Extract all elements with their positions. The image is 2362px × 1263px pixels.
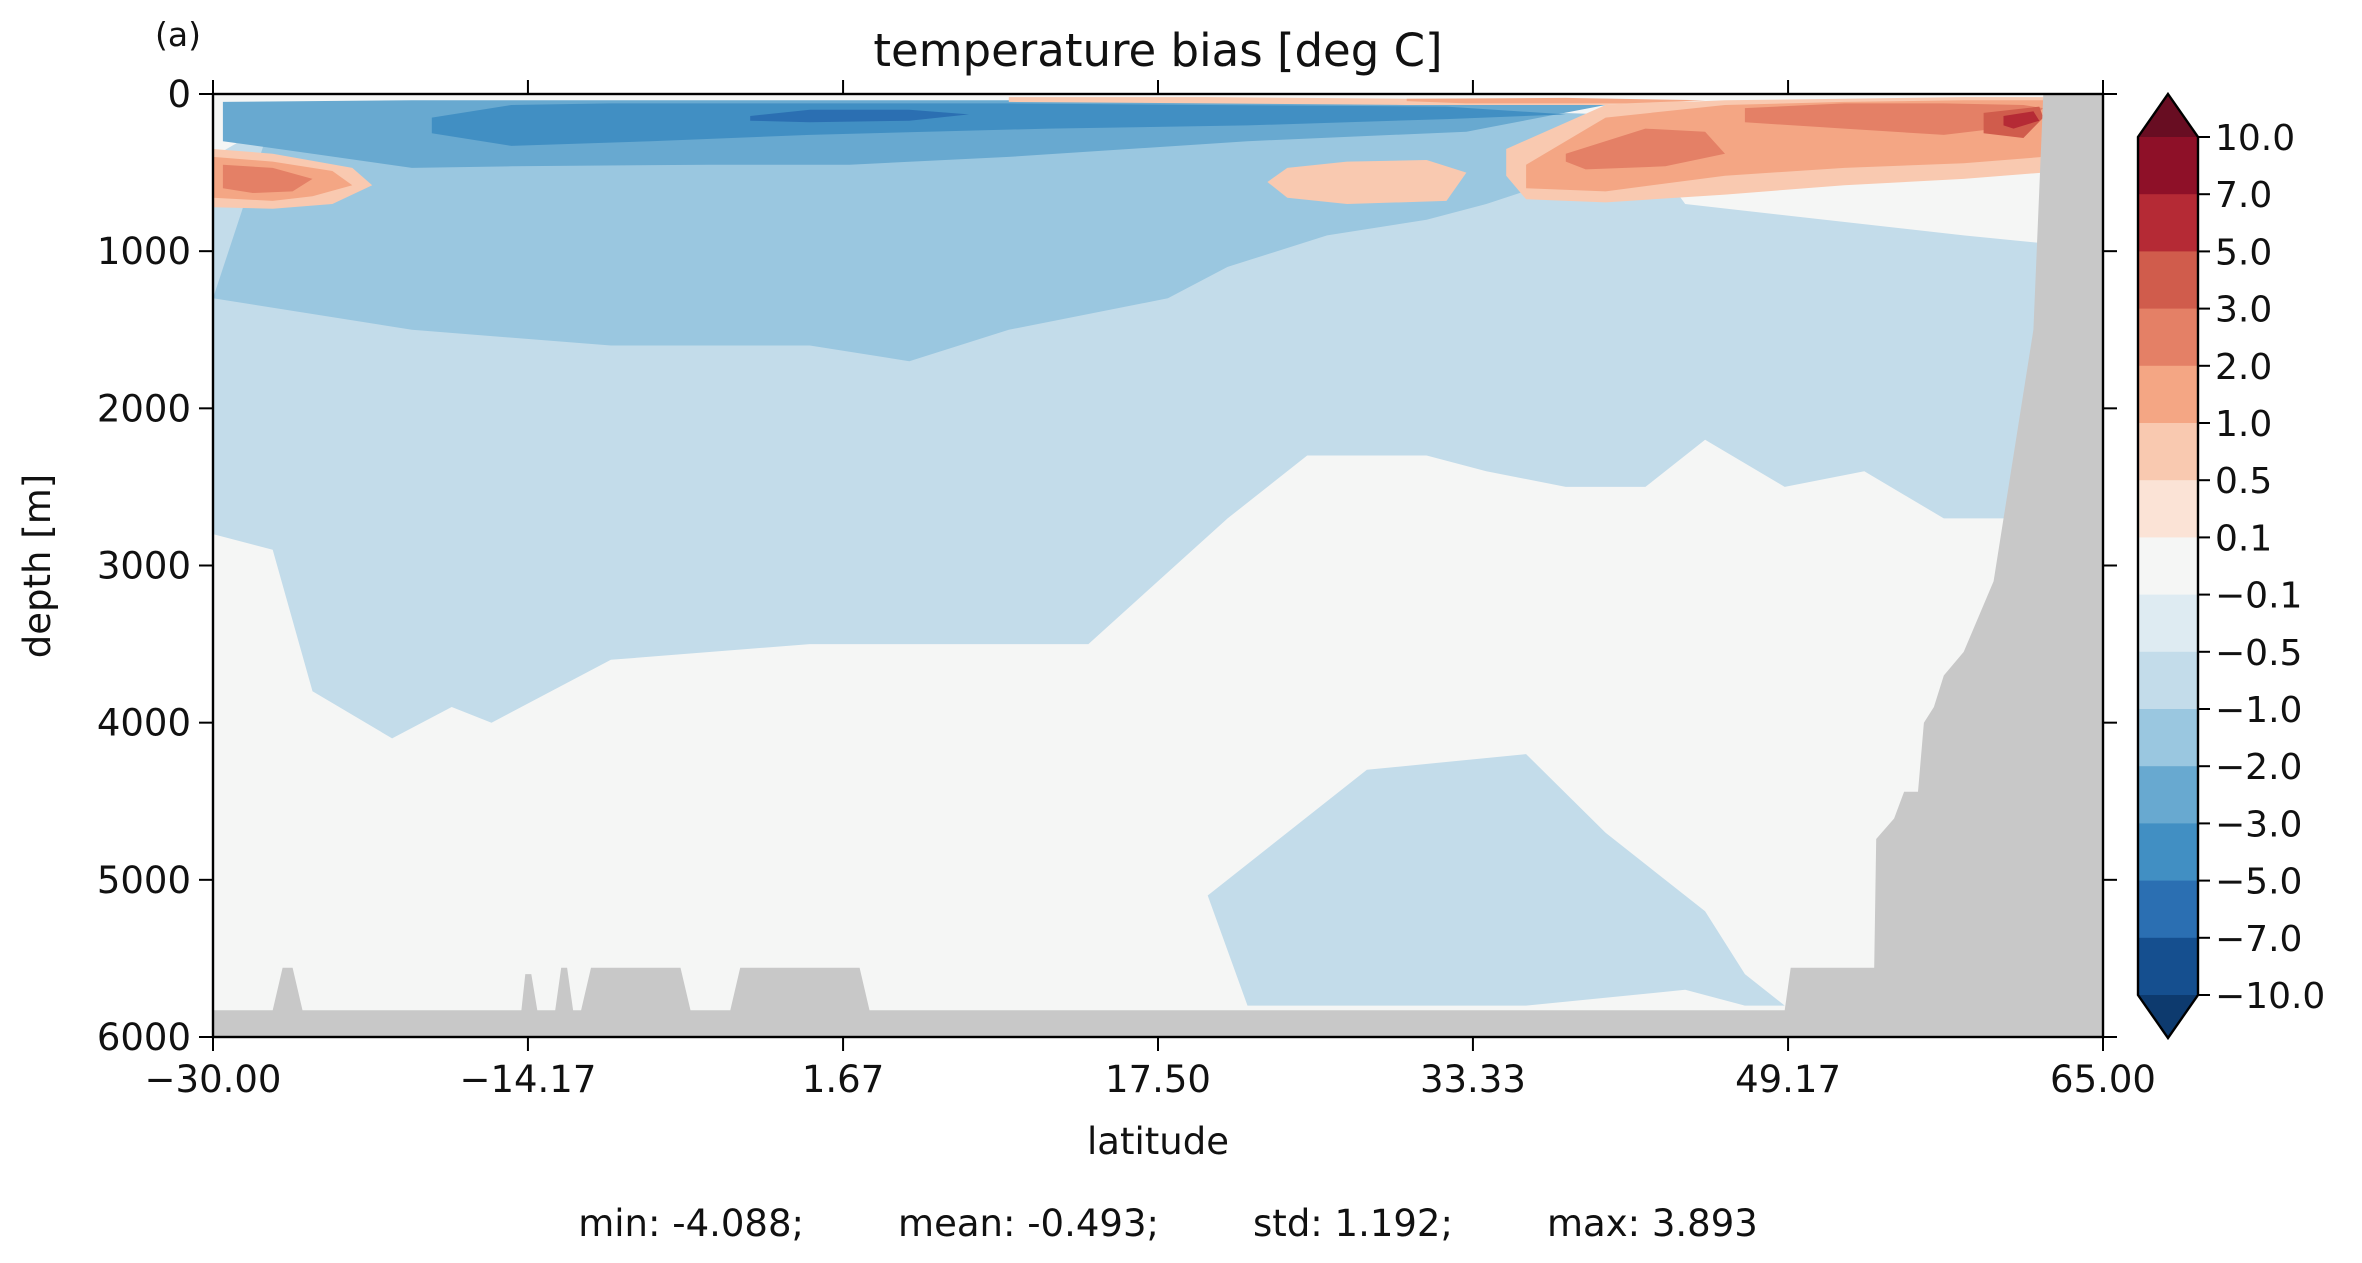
- y-axis-ticks: 0 1000 2000 3000 4000 5000 6000: [97, 73, 2117, 1059]
- colorbar-segment: [2138, 880, 2198, 939]
- colorbar-tick-label: 5.0: [2215, 232, 2272, 273]
- colorbar-tick-label: 3.0: [2215, 290, 2272, 331]
- contour-region-2: [213, 109, 1606, 362]
- colorbar-segment: [2138, 194, 2198, 252]
- colorbar-segment: [2138, 823, 2198, 882]
- colorbar-tick-label: −3.0: [2215, 804, 2302, 845]
- y-tick-label: 0: [167, 73, 191, 116]
- colorbar-tick-label: −7.0: [2215, 919, 2302, 960]
- contour-region-17: [1406, 97, 1706, 104]
- x-tick-label: 1.67: [802, 1058, 884, 1101]
- colorbar-segment: [2138, 937, 2198, 996]
- colorbar: 10.0 7.0 5.0 3.0 2.0 1.0 0.5 0.1 −0.1 −0.5 −1.0 −2.…: [2136, 91, 2325, 1041]
- land-mask: [213, 94, 2103, 1037]
- y-tick-label: 4000: [97, 702, 191, 745]
- y-tick-label: 5000: [97, 859, 191, 902]
- contour-region-12: [1565, 128, 1725, 170]
- x-tick-label: 49.17: [1735, 1058, 1841, 1101]
- contour-region-4: [431, 103, 1566, 146]
- colorbar-segment: [2138, 365, 2198, 424]
- x-axis-label: latitude: [1087, 1120, 1229, 1163]
- colorbar-segment: [2138, 594, 2198, 653]
- x-tick-label: 17.50: [1105, 1058, 1211, 1101]
- colorbar-segment: [2138, 651, 2198, 710]
- plot-area: [213, 94, 2103, 1037]
- colorbar-tick-label: −0.1: [2215, 576, 2302, 617]
- colorbar-tick-label: 2.0: [2215, 347, 2272, 388]
- colorbar-tick-label: 1.0: [2215, 404, 2272, 445]
- colorbar-tick-label: −5.0: [2215, 862, 2302, 903]
- contour-region-9: [1267, 160, 1467, 204]
- x-axis-ticks: −30.00 −14.17 1.67 17.50 33.33 49.17 65.00: [145, 80, 2156, 1101]
- x-tick-label: 33.33: [1420, 1058, 1526, 1101]
- colorbar-segment: [2138, 709, 2198, 767]
- colorbar-segment: [2138, 766, 2198, 824]
- colorbar-segment: [2138, 537, 2198, 596]
- colorbar-segment: [2138, 308, 2198, 367]
- colorbar-tick-label: 10.0: [2215, 118, 2295, 159]
- colorbar-tick-label: −2.0: [2215, 747, 2302, 788]
- colorbar-tick-label: −0.5: [2215, 633, 2302, 674]
- y-axis-label: depth [m]: [16, 474, 59, 658]
- y-tick-label: 6000: [97, 1016, 191, 1059]
- colorbar-tick-label: −10.0: [2215, 976, 2325, 1017]
- chart-title: temperature bias [deg C]: [873, 24, 1442, 77]
- colorbar-extend-max: [2138, 94, 2198, 137]
- colorbar-tick-label: 0.1: [2215, 518, 2272, 559]
- stats-line: min: -4.088; mean: -0.493; std: 1.192; m…: [578, 1202, 1758, 1245]
- colorbar-extend-min: [2138, 995, 2198, 1038]
- colorbar-segment: [2138, 480, 2198, 538]
- contour-region-1: [1207, 754, 1785, 1006]
- contour-region-5: [750, 109, 969, 123]
- contour-regions: [213, 97, 2044, 1006]
- x-tick-label: 65.00: [2050, 1058, 2156, 1101]
- colorbar-segment: [2138, 423, 2198, 481]
- contour-region-13: [1744, 103, 2044, 135]
- x-tick-label: −14.17: [459, 1058, 596, 1101]
- colorbar-segment: [2138, 137, 2198, 195]
- colorbar-segment: [2138, 251, 2198, 310]
- x-tick-label: −30.00: [145, 1058, 282, 1101]
- colorbar-tick-label: 0.5: [2215, 461, 2272, 502]
- y-tick-label: 1000: [97, 230, 191, 273]
- y-tick-label: 2000: [97, 387, 191, 430]
- y-tick-label: 3000: [97, 545, 191, 588]
- panel-label: (a): [155, 15, 201, 54]
- contour-region-15: [2003, 111, 2040, 129]
- colorbar-tick-label: −1.0: [2215, 690, 2302, 731]
- colorbar-tick-label: 7.0: [2215, 175, 2272, 216]
- contour-region-8: [222, 164, 313, 193]
